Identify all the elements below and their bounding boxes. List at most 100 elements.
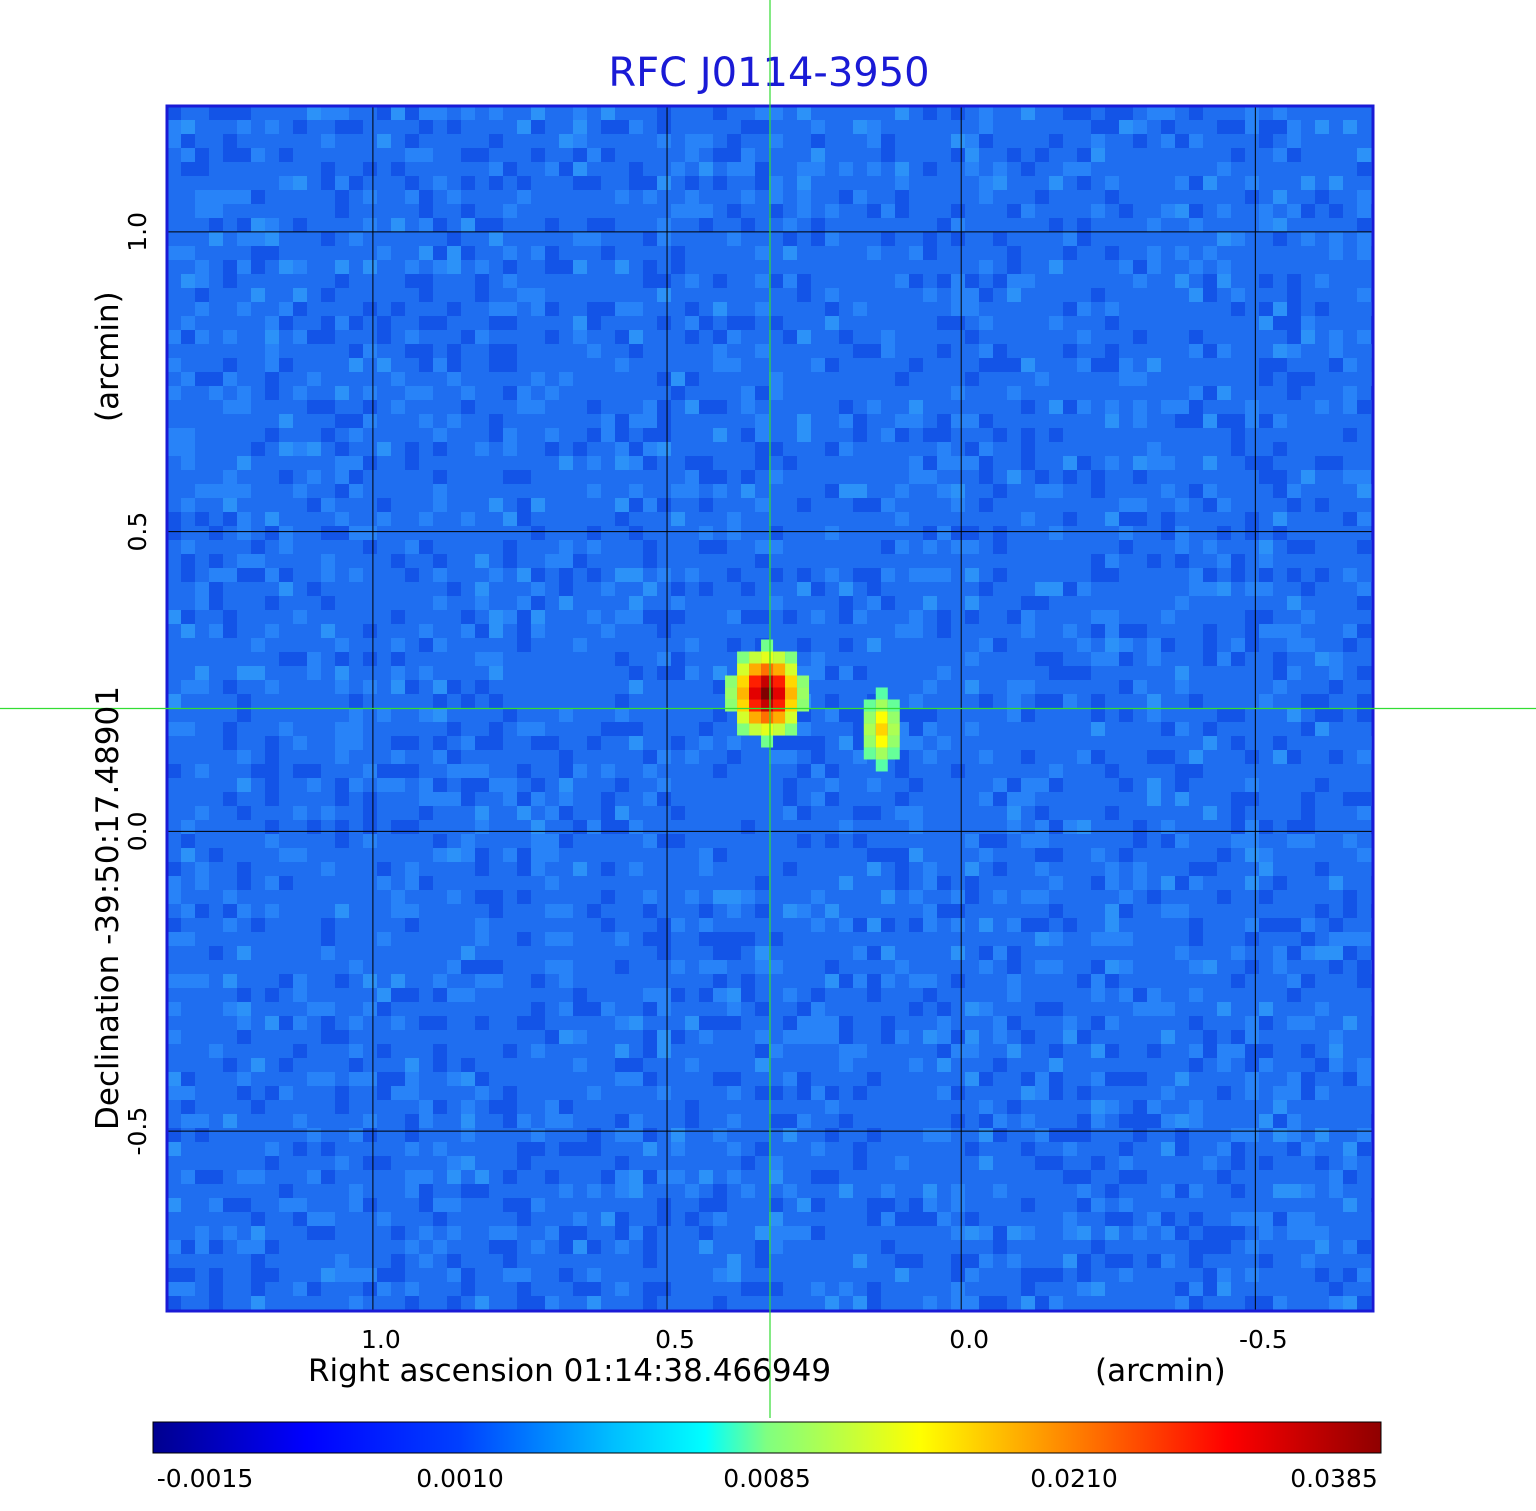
noise-cell: [1035, 820, 1049, 834]
noise-cell: [377, 512, 391, 526]
noise-cell: [475, 596, 489, 610]
noise-cell: [279, 414, 293, 428]
noise-cell: [279, 316, 293, 330]
noise-cell: [853, 946, 867, 960]
noise-cell: [195, 1226, 209, 1240]
noise-cell: [167, 862, 181, 876]
noise-cell: [615, 1058, 629, 1072]
noise-cell: [1119, 638, 1133, 652]
noise-cell: [1119, 624, 1133, 638]
noise-cell: [573, 442, 587, 456]
noise-cell: [951, 946, 965, 960]
noise-cell: [1259, 582, 1273, 596]
noise-cell: [1259, 1058, 1273, 1072]
y-tick-label: 0.5: [123, 512, 152, 552]
noise-cell: [811, 148, 825, 162]
noise-cell: [167, 442, 181, 456]
noise-cell: [601, 1002, 615, 1016]
noise-cell: [279, 176, 293, 190]
noise-cell: [1259, 1002, 1273, 1016]
noise-cell: [615, 1016, 629, 1030]
noise-cell: [1357, 148, 1371, 162]
noise-cell: [419, 148, 433, 162]
noise-cell: [447, 750, 461, 764]
noise-cell: [1007, 680, 1021, 694]
noise-cell: [685, 1114, 699, 1128]
noise-cell: [489, 162, 503, 176]
noise-cell: [349, 232, 363, 246]
noise-cell: [1161, 834, 1175, 848]
noise-cell: [461, 792, 475, 806]
noise-cell: [433, 1240, 447, 1254]
noise-cell: [853, 708, 867, 722]
source-layer: [725, 639, 900, 772]
noise-cell: [587, 484, 601, 498]
noise-cell: [1147, 106, 1161, 120]
noise-cell: [1105, 904, 1119, 918]
noise-cell: [1287, 1016, 1301, 1030]
noise-cell: [377, 876, 391, 890]
noise-cell: [909, 918, 923, 932]
noise-cell: [1189, 960, 1203, 974]
noise-cell: [363, 526, 377, 540]
noise-cell: [1273, 680, 1287, 694]
noise-cell: [223, 148, 237, 162]
noise-cell: [321, 1016, 335, 1030]
noise-cell: [769, 526, 783, 540]
source-pixel: [725, 687, 738, 700]
source-pixel: [773, 711, 786, 724]
noise-cell: [1021, 680, 1035, 694]
noise-cell: [755, 498, 769, 512]
noise-cell: [433, 470, 447, 484]
noise-cell: [1147, 554, 1161, 568]
noise-cell: [559, 764, 573, 778]
noise-cell: [825, 834, 839, 848]
noise-cell: [237, 526, 251, 540]
noise-cell: [643, 400, 657, 414]
noise-cell: [811, 134, 825, 148]
noise-cell: [1035, 372, 1049, 386]
noise-cell: [979, 456, 993, 470]
noise-cell: [839, 582, 853, 596]
noise-cell: [923, 456, 937, 470]
noise-cell: [1119, 960, 1133, 974]
noise-cell: [195, 582, 209, 596]
noise-cell: [251, 190, 265, 204]
noise-cell: [1105, 1184, 1119, 1198]
noise-cell: [909, 414, 923, 428]
noise-cell: [881, 148, 895, 162]
noise-cell: [1049, 176, 1063, 190]
noise-cell: [405, 260, 419, 274]
noise-cell: [321, 862, 335, 876]
noise-cell: [209, 1296, 223, 1310]
noise-cell: [489, 414, 503, 428]
noise-cell: [1287, 1226, 1301, 1240]
noise-cell: [433, 848, 447, 862]
noise-cell: [979, 638, 993, 652]
noise-cell: [377, 764, 391, 778]
noise-cell: [363, 400, 377, 414]
noise-cell: [531, 1016, 545, 1030]
noise-cell: [1315, 302, 1329, 316]
noise-cell: [391, 106, 405, 120]
noise-cell: [867, 778, 881, 792]
noise-cell: [307, 1170, 321, 1184]
noise-cell: [727, 232, 741, 246]
noise-cell: [909, 610, 923, 624]
noise-cell: [531, 792, 545, 806]
noise-cell: [811, 358, 825, 372]
noise-cell: [433, 680, 447, 694]
noise-cell: [923, 1212, 937, 1226]
noise-cell: [979, 582, 993, 596]
noise-cell: [1175, 1114, 1189, 1128]
noise-cell: [755, 960, 769, 974]
noise-cell: [237, 1170, 251, 1184]
source-pixel: [761, 687, 774, 700]
noise-cell: [447, 848, 461, 862]
noise-cell: [335, 274, 349, 288]
noise-cell: [1035, 596, 1049, 610]
noise-cell: [1273, 876, 1287, 890]
noise-cell: [825, 1016, 839, 1030]
noise-cell: [1217, 1058, 1231, 1072]
noise-cell: [993, 1184, 1007, 1198]
